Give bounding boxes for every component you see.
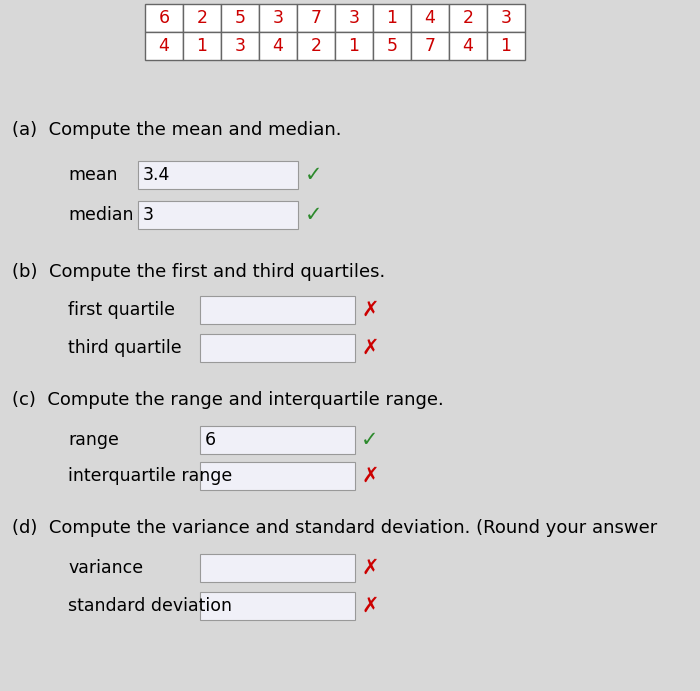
- Bar: [259, 4, 297, 32]
- Bar: [411, 4, 449, 32]
- Bar: [335, 4, 373, 32]
- Text: 5: 5: [234, 9, 246, 27]
- Text: 4: 4: [272, 37, 284, 55]
- Text: 1: 1: [197, 37, 207, 55]
- Bar: [183, 4, 221, 32]
- Text: 3: 3: [500, 9, 512, 27]
- Text: 4: 4: [159, 37, 169, 55]
- Text: standard deviation: standard deviation: [68, 597, 232, 615]
- Text: third quartile: third quartile: [68, 339, 181, 357]
- Text: ✗: ✗: [361, 466, 379, 486]
- Text: ✗: ✗: [361, 300, 379, 320]
- Bar: [487, 32, 525, 60]
- Bar: [200, 592, 355, 620]
- Bar: [138, 201, 298, 229]
- Text: range: range: [68, 431, 119, 449]
- Text: ✓: ✓: [305, 205, 323, 225]
- Text: 6: 6: [205, 431, 216, 449]
- Text: 2: 2: [463, 9, 473, 27]
- Bar: [259, 32, 297, 60]
- Text: 3: 3: [272, 9, 284, 27]
- Bar: [183, 32, 221, 60]
- Text: 3: 3: [143, 206, 154, 224]
- Text: 5: 5: [386, 37, 398, 55]
- Text: ✗: ✗: [361, 338, 379, 358]
- Text: median: median: [68, 206, 134, 224]
- Text: ✗: ✗: [361, 596, 379, 616]
- Bar: [297, 32, 335, 60]
- Bar: [373, 4, 411, 32]
- Text: (a)  Compute the mean and median.: (a) Compute the mean and median.: [12, 121, 342, 139]
- Text: 2: 2: [311, 37, 321, 55]
- Text: ✗: ✗: [361, 558, 379, 578]
- Bar: [221, 4, 259, 32]
- Bar: [200, 334, 355, 362]
- Bar: [411, 32, 449, 60]
- Text: 4: 4: [425, 9, 435, 27]
- Text: (c)  Compute the range and interquartile range.: (c) Compute the range and interquartile …: [12, 391, 444, 409]
- Bar: [487, 4, 525, 32]
- Text: (b)  Compute the first and third quartiles.: (b) Compute the first and third quartile…: [12, 263, 385, 281]
- Bar: [145, 4, 183, 32]
- Text: ✓: ✓: [305, 165, 323, 185]
- Bar: [297, 4, 335, 32]
- Bar: [200, 426, 355, 454]
- Text: variance: variance: [68, 559, 143, 577]
- Text: interquartile range: interquartile range: [68, 467, 232, 485]
- Text: 1: 1: [500, 37, 512, 55]
- Bar: [221, 32, 259, 60]
- Bar: [200, 554, 355, 582]
- Text: ✓: ✓: [361, 430, 379, 450]
- Text: mean: mean: [68, 166, 118, 184]
- Text: 7: 7: [311, 9, 321, 27]
- Text: 3.4: 3.4: [143, 166, 170, 184]
- Bar: [200, 462, 355, 490]
- Bar: [138, 161, 298, 189]
- Text: 4: 4: [463, 37, 473, 55]
- Text: 2: 2: [197, 9, 207, 27]
- Text: 7: 7: [424, 37, 435, 55]
- Bar: [200, 296, 355, 324]
- Bar: [145, 32, 183, 60]
- Bar: [449, 4, 487, 32]
- Text: 1: 1: [349, 37, 360, 55]
- Bar: [335, 32, 373, 60]
- Text: first quartile: first quartile: [68, 301, 175, 319]
- Bar: [449, 32, 487, 60]
- Bar: [373, 32, 411, 60]
- Text: 3: 3: [234, 37, 246, 55]
- Text: (d)  Compute the variance and standard deviation. (Round your answer: (d) Compute the variance and standard de…: [12, 519, 657, 537]
- Text: 3: 3: [349, 9, 360, 27]
- Text: 6: 6: [158, 9, 169, 27]
- Text: 1: 1: [386, 9, 398, 27]
